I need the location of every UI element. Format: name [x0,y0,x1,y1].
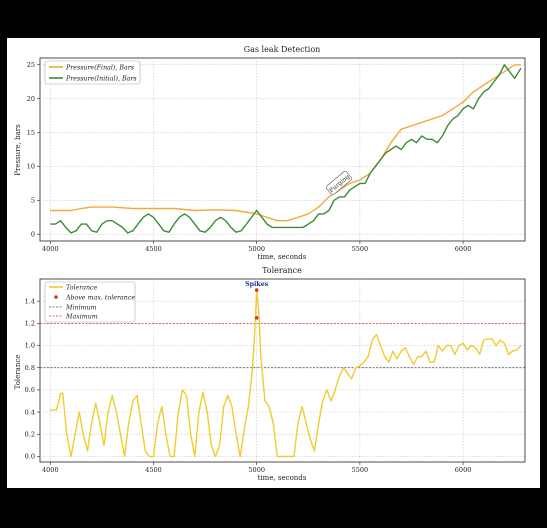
x-axis-label-2: time, seconds [258,474,307,482]
x-axis-label-1: time, seconds [258,253,307,261]
legend-swatch-above-max [54,295,58,299]
gridlines-1 [40,58,525,241]
annotation-box-1 [325,170,352,196]
y-tick-label: 0 [31,230,35,238]
legend-label-tolerance: Tolerance [66,285,98,292]
ticks-2: 4000 4500 5000 5500 6000 0.0 0.2 0.4 0.6 0.8 1.0 1.… [25,297,472,474]
plot-area-1 [39,57,526,242]
above-max-marker [254,288,259,292]
annotation-spikes: Spikes [245,281,269,288]
x-tick-label: 5000 [248,466,265,474]
legend-label-above-max: Above max. tolerance [65,295,135,302]
legend-label-maximum: Maximum [65,314,98,321]
x-tick-label: 4500 [145,245,162,253]
plot-area-2 [39,278,526,463]
x-tick-label: 5500 [352,466,369,474]
y-tick-label: 1.2 [25,320,35,328]
x-tick-label: 4000 [42,466,59,474]
legend-label-initial: Pressure(Initial), Bars [65,76,137,83]
chart-title-2: Tolerance [262,266,302,275]
y-tick-label: 15 [27,129,35,137]
chart-tolerance: Tolerance time, seconds Tolerance 4000 45… [14,266,526,482]
y-tick-label: 0.2 [25,430,35,438]
y-tick-label: 1.0 [25,342,35,350]
series-lines-2 [50,289,522,458]
y-tick-label: 25 [27,61,35,69]
legend-box-2 [44,281,136,323]
x-tick-label: 4000 [42,245,59,253]
legend-2: Tolerance Above max. tolerance Minimum M… [44,281,136,323]
chart-gas-leak: Gas leak Detection time, seconds Pressur… [14,45,526,261]
legend-label-minimum: Minimum [65,305,97,312]
ticks-1: 4000 4500 5000 5500 6000 0 5 10 15 20 25 [27,61,472,253]
y-axis-label-1: Pressure, bars [14,124,22,176]
series-lines-1 [50,64,522,234]
chart-title-1: Gas leak Detection [244,45,321,54]
figure-panel [7,38,540,488]
above-max-marker [254,316,259,320]
y-tick-label: 5 [31,197,35,205]
y-axis-label-2: Tolerance [14,355,22,390]
above-max-markers [254,288,259,320]
legend-1: Pressure(Final), Bars Pressure(Initial),… [44,60,141,85]
legend-label-final: Pressure(Final), Bars [65,65,135,72]
legend-box-1 [44,60,141,85]
series-line-tolerance [50,289,522,458]
threshold-lines [40,322,525,369]
x-tick-label: 6000 [455,245,472,253]
y-tick-label: 10 [27,163,35,171]
y-tick-label: 0.6 [25,386,35,394]
series-line-final [50,64,521,222]
x-tick-label: 5000 [248,245,265,253]
x-tick-label: 6000 [455,466,472,474]
x-tick-label: 5500 [352,245,369,253]
y-tick-label: 0.0 [25,453,35,461]
y-tick-label: 0.4 [25,408,35,416]
y-tick-label: 0.8 [25,364,35,372]
y-tick-label: 20 [27,95,35,103]
series-line-initial [50,64,522,234]
y-tick-label: 1.4 [25,297,35,305]
x-tick-label: 4500 [145,466,162,474]
